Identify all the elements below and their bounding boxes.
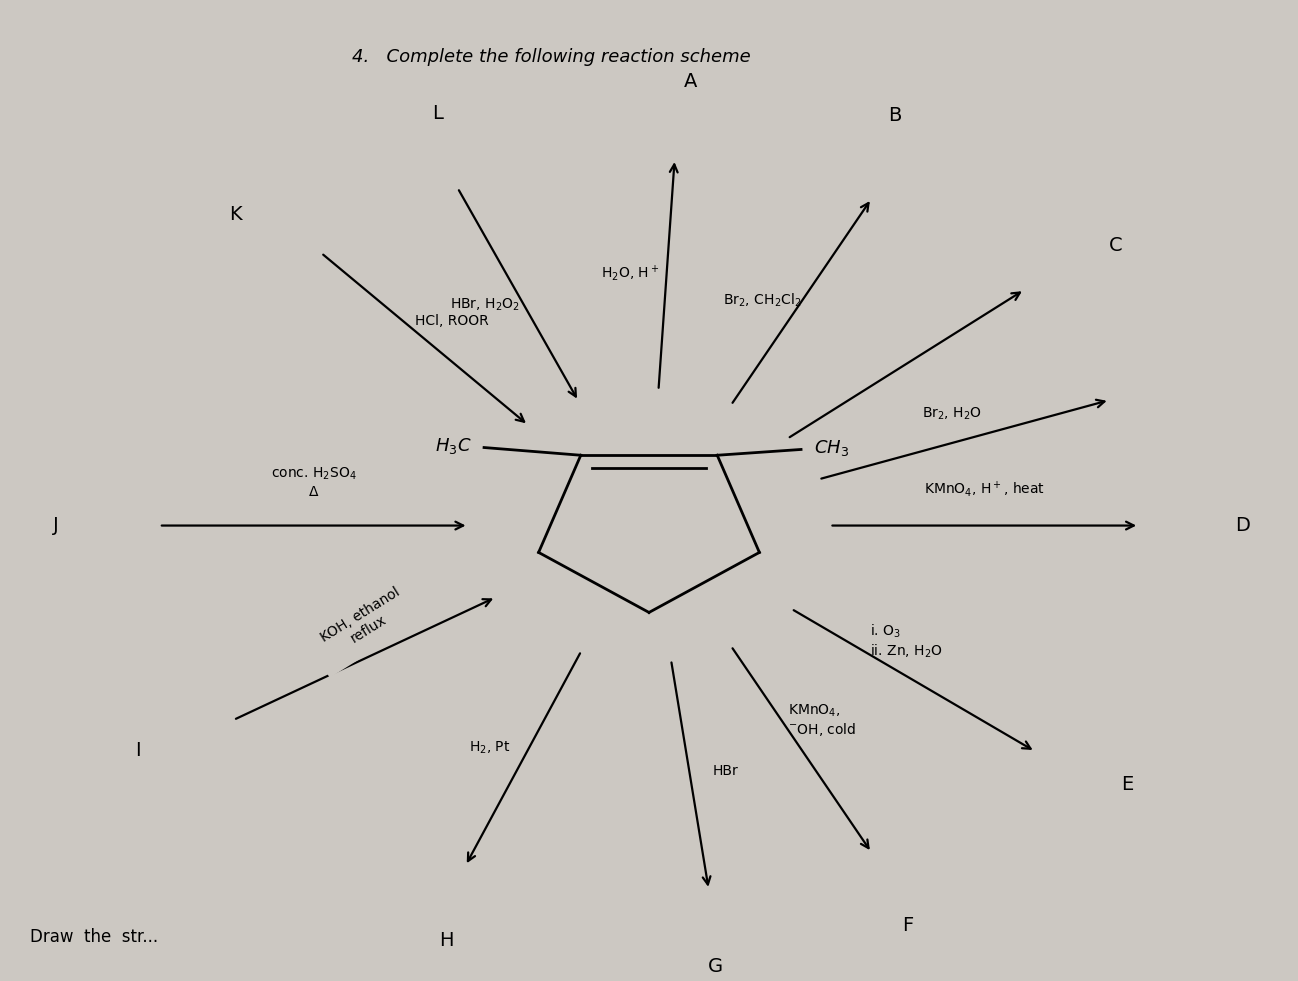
Text: conc. H$_2$SO$_4$
$\Delta$: conc. H$_2$SO$_4$ $\Delta$ [271, 466, 357, 498]
Text: J: J [53, 516, 58, 535]
Text: KMnO$_4$,
$^{-}$OH, cold: KMnO$_4$, $^{-}$OH, cold [788, 702, 857, 739]
Text: $CH_3$: $CH_3$ [814, 438, 849, 457]
Text: 4.   Complete the following reaction scheme: 4. Complete the following reaction schem… [352, 48, 752, 66]
Text: L: L [432, 104, 443, 124]
Text: HCl, ROOR: HCl, ROOR [414, 314, 488, 328]
Text: K: K [228, 205, 241, 224]
Text: A: A [684, 73, 697, 91]
Text: F: F [902, 916, 914, 935]
Text: HBr, H$_2$O$_2$: HBr, H$_2$O$_2$ [450, 297, 519, 313]
Text: i. O$_3$
ii. Zn, H$_2$O: i. O$_3$ ii. Zn, H$_2$O [870, 623, 942, 660]
Text: Br$_2$, H$_2$O: Br$_2$, H$_2$O [922, 406, 981, 423]
Text: $H_3C$: $H_3C$ [435, 436, 471, 455]
Text: E: E [1121, 775, 1133, 795]
Text: B: B [888, 107, 902, 126]
Text: H$_2$O, H$^+$: H$_2$O, H$^+$ [601, 264, 659, 284]
Text: H$_2$, Pt: H$_2$, Pt [469, 740, 510, 756]
Text: G: G [707, 957, 723, 976]
Text: Draw  the  str...: Draw the str... [30, 928, 158, 946]
Text: KMnO$_4$, H$^+$, heat: KMnO$_4$, H$^+$, heat [924, 479, 1045, 498]
Text: C: C [1108, 236, 1123, 255]
Text: KOH, ethanol
reflux: KOH, ethanol reflux [318, 585, 411, 658]
Text: HBr: HBr [713, 764, 739, 779]
Text: I: I [135, 741, 141, 759]
Text: D: D [1234, 516, 1250, 535]
Text: Br$_2$, CH$_2$Cl$_2$: Br$_2$, CH$_2$Cl$_2$ [723, 291, 801, 309]
Text: H: H [439, 931, 453, 950]
